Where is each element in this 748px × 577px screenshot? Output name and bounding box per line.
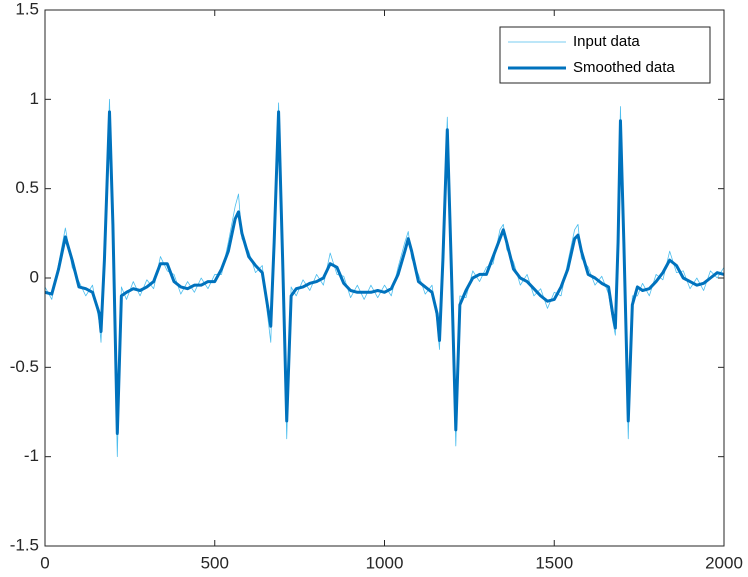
data-line bbox=[44, 110, 725, 435]
x-tick-label: 1000 bbox=[366, 553, 404, 572]
y-tick-label: 0.5 bbox=[15, 178, 39, 197]
y-tick-label: -0.5 bbox=[10, 357, 39, 376]
plot-area bbox=[45, 10, 724, 546]
legend-label: Input data bbox=[573, 33, 640, 50]
y-tick-label: -1.5 bbox=[10, 535, 39, 554]
y-tick-label: 1 bbox=[30, 89, 39, 108]
x-tick-label: 500 bbox=[201, 553, 229, 572]
legend-box bbox=[499, 26, 711, 84]
y-tick-label: 1.5 bbox=[15, 0, 39, 18]
legend: Input data Smoothed data bbox=[499, 26, 711, 84]
plot-layer bbox=[44, 98, 725, 458]
y-tick-label: 0 bbox=[30, 267, 39, 286]
x-tick-label: 2000 bbox=[705, 553, 743, 572]
tick-layer: 0 500 1000 1500 2000 -1.5 -1 -0.5 0 0.5 1 1.5 bbox=[10, 0, 743, 572]
legend-label: Smoothed data bbox=[573, 59, 675, 76]
x-tick-label: 1500 bbox=[535, 553, 573, 572]
y-tick-label: -1 bbox=[24, 446, 39, 465]
x-tick-label: 0 bbox=[40, 553, 49, 572]
